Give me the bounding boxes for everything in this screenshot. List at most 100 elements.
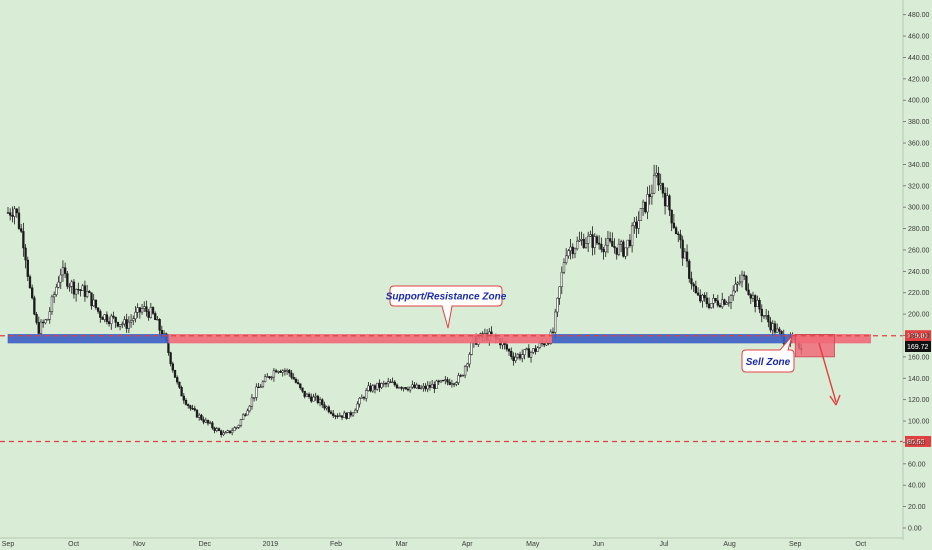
candle-body (277, 371, 280, 373)
candle-body (180, 387, 183, 397)
candle-body (61, 267, 65, 276)
candle-body (437, 380, 440, 383)
candle-body (272, 370, 276, 378)
candle-body (721, 299, 724, 308)
candle-body (367, 385, 370, 391)
candle-body (156, 319, 159, 321)
candle-body (765, 315, 768, 317)
candle-body (50, 296, 54, 313)
candle-body (310, 396, 313, 402)
candle-body (699, 294, 702, 302)
candle-body (145, 306, 148, 312)
y-tick-label: 380.00 (908, 119, 930, 126)
levels-layer: 179.81 80.92 169.72 (0, 330, 931, 447)
x-tick-label: 2019 (263, 541, 279, 548)
candle-body (657, 172, 660, 186)
candle-body (39, 321, 43, 334)
candle-body (584, 243, 588, 248)
candle-body (140, 308, 144, 313)
candle-body (132, 318, 135, 321)
y-tick-label: 120.00 (908, 397, 930, 404)
candle-body (672, 222, 676, 228)
candle-body (670, 209, 673, 224)
candle-body (215, 428, 218, 431)
y-tick-label: 240.00 (908, 269, 930, 276)
candle-body (650, 192, 654, 198)
x-tick-label: Mar (396, 541, 409, 548)
candle-body (641, 201, 645, 209)
candle-body (457, 375, 460, 383)
candle-body (417, 384, 421, 389)
candle-body (198, 414, 201, 418)
candle-body (380, 383, 383, 388)
candle-body (134, 311, 137, 320)
y-tick-label: 100.00 (908, 419, 930, 426)
candle-body (441, 380, 445, 382)
candle-body (244, 414, 247, 416)
candle-body (351, 412, 355, 416)
candle-body (136, 307, 139, 313)
y-tick-label: 220.00 (908, 290, 930, 297)
level-label-1: 80.92 (907, 439, 925, 446)
candle-body (200, 414, 203, 420)
candle-body (22, 231, 25, 249)
candle-body (118, 324, 122, 327)
candle-body (90, 292, 93, 307)
down-arrow-head (829, 394, 841, 406)
candle-body (773, 323, 777, 333)
candle-body (567, 250, 570, 257)
candle-body (389, 381, 392, 383)
candle-body (598, 242, 601, 245)
candle-body (110, 315, 113, 324)
candle-body (187, 404, 190, 407)
y-tick-label: 320.00 (908, 183, 930, 190)
candle-body (470, 342, 473, 355)
candle-body (602, 249, 605, 253)
candle-body (158, 319, 161, 331)
candle-body (661, 183, 665, 194)
candle-body (450, 383, 454, 385)
candle-body (189, 405, 192, 409)
sell-zone (794, 334, 835, 358)
candle-body (419, 387, 423, 389)
candle-body (756, 300, 759, 307)
candle-body (424, 385, 427, 390)
candle-body (325, 406, 328, 409)
candle-body (55, 286, 58, 295)
candle-body (239, 419, 243, 426)
x-tick-label: Oct (68, 541, 79, 548)
candle-body (646, 194, 649, 213)
candle-body (565, 255, 568, 263)
candle-body (608, 238, 612, 242)
candle-body (696, 292, 700, 296)
candle-body (668, 195, 671, 211)
candle-body (435, 380, 438, 389)
last-price-label: 169.72 (907, 344, 929, 351)
candle-body (314, 395, 317, 398)
candle-body (527, 348, 530, 358)
candle-body (446, 379, 449, 383)
candle-body (101, 317, 104, 320)
candle-body (576, 240, 579, 250)
candle-body (701, 294, 704, 302)
candle-body (191, 408, 194, 410)
level-label-bg-0 (905, 330, 931, 342)
candle-body (630, 225, 634, 247)
candle-body (571, 246, 574, 255)
y-tick-label: 180.00 (908, 333, 930, 340)
candle-body (112, 315, 115, 318)
candle-body (292, 377, 295, 380)
candle-body (692, 283, 695, 287)
candle-body (305, 393, 309, 397)
candle-body (780, 331, 783, 335)
candle-body (31, 287, 34, 299)
candle-body (283, 370, 287, 372)
candle-body (606, 238, 610, 246)
candle-body (716, 300, 719, 306)
down-arrow-line (818, 342, 837, 403)
candle-body (94, 299, 98, 309)
candle-body (635, 221, 638, 229)
candle-body (336, 415, 339, 417)
candle-body (694, 285, 697, 294)
